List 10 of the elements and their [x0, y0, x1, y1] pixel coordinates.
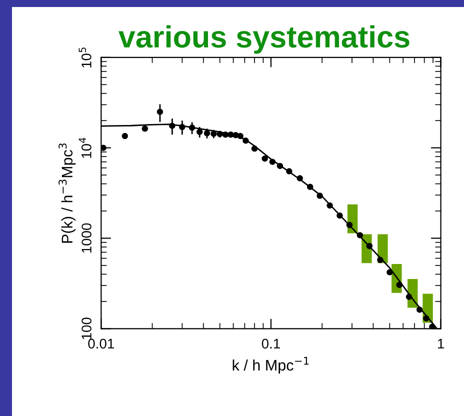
chart-title: various systematics	[118, 25, 410, 54]
x-tick-label: 0.1	[262, 338, 280, 349]
y-axis-title: P(k) / h$^{−3}$Mpc$^{3}$	[58, 143, 76, 243]
x-tick-label: 0.01	[88, 338, 114, 349]
y-tick-label: 100	[82, 318, 92, 340]
x-axis-title: k / h Mpc$^{−1}$	[232, 356, 309, 374]
y-tick-label: 10$^{4}$	[78, 138, 92, 158]
x-tick-label: 1	[438, 338, 444, 348]
y-tick-label: 10$^{5}$	[78, 48, 92, 68]
y-tick-label: 1000	[82, 223, 92, 253]
